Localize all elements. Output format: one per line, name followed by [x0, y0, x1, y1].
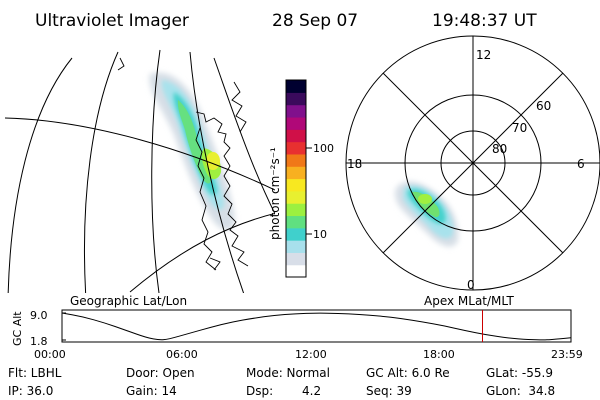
orbit-altitude-plot: GC Alt 9.0 1.8 00:00 06:00 12:00 18:00 2… [11, 309, 583, 361]
colorbar-band [286, 203, 306, 217]
info-seq: Seq: 39 [366, 384, 412, 398]
map-caption: Geographic Lat/Lon [70, 294, 187, 308]
instrument-title: Ultraviolet Imager [35, 11, 189, 31]
coastline-small [117, 57, 125, 71]
orbit-xtick-0600: 06:00 [166, 348, 198, 361]
colorbar-band [286, 153, 306, 167]
geographic-map [5, 49, 275, 293]
orbit-ytick-1.8: 1.8 [30, 335, 48, 348]
orbit-xtick-1800: 18:00 [423, 348, 455, 361]
mlt-label-18: 18 [347, 157, 362, 171]
map-grid-lines [5, 49, 275, 293]
mlt-label-12: 12 [476, 48, 491, 62]
info-panel: Flt: LBHL Door: Open Mode: Normal GC Alt… [8, 366, 555, 398]
orbit-ylabel: GC Alt [11, 311, 24, 346]
polar-caption: Apex MLat/MLT [424, 294, 514, 308]
orbit-xtick-2359: 23:59 [551, 348, 583, 361]
info-ip: IP: 36.0 [8, 384, 53, 398]
colorbar-band [286, 264, 306, 278]
mlat-label-60: 60 [536, 99, 551, 113]
colorbar-band [286, 227, 306, 241]
mlt-label-0: 0 [467, 278, 475, 292]
aurora-emission-polar [395, 181, 459, 247]
info-gc-alt: GC Alt: 6.0 Re [366, 366, 450, 380]
aurora-emission-geo [149, 72, 235, 231]
colorbar-band [286, 116, 306, 130]
colorbar-band [286, 129, 306, 143]
info-dsp-label: Dsp: [246, 384, 273, 398]
orbit-xtick-1200: 12:00 [295, 348, 327, 361]
colorbar-band [286, 215, 306, 229]
info-flt: Flt: LBHL [8, 366, 62, 380]
info-glat: GLat: -55.9 [486, 366, 553, 380]
colorbar-band [286, 178, 306, 192]
colorbar-band [286, 252, 306, 266]
info-dsp-value: 4.2 [302, 384, 321, 398]
coastline [195, 81, 249, 271]
colorbar-tick-label-100: 100 [313, 142, 334, 155]
colorbar: 100 10 photon cm⁻²s⁻¹ [268, 79, 334, 278]
colorbar-band [286, 190, 306, 204]
colorbar-band [286, 240, 306, 253]
mlat-label-70: 70 [512, 121, 527, 135]
info-gain: Gain: 14 [126, 384, 177, 398]
colorbar-band [286, 141, 306, 155]
colorbar-frame [285, 79, 307, 278]
colorbar-band [286, 80, 306, 93]
colorbar-band [286, 92, 306, 106]
orbit-ytick-9: 9.0 [30, 309, 48, 322]
orbit-plot-frame [61, 309, 572, 343]
orbit-xtick-0000: 00:00 [34, 348, 66, 361]
info-mode: Mode: Normal [246, 366, 330, 380]
colorbar-tick-label-10: 10 [313, 228, 327, 241]
date-label: 28 Sep 07 [272, 11, 358, 31]
polar-plot: 12 6 0 18 80 70 60 [345, 35, 600, 292]
colorbar-unit-label: photon cm⁻²s⁻¹ [268, 147, 282, 240]
time-label: 19:48:37 UT [432, 11, 537, 31]
info-door: Door: Open [126, 366, 195, 380]
info-glon: GLon: 34.8 [486, 384, 555, 398]
orbit-altitude-line [61, 312, 572, 341]
mlt-label-6: 6 [577, 157, 585, 171]
mlat-label-80: 80 [492, 142, 507, 156]
colorbar-band [286, 104, 306, 118]
polar-diag-2 [382, 72, 564, 254]
colorbar-band [286, 166, 306, 180]
